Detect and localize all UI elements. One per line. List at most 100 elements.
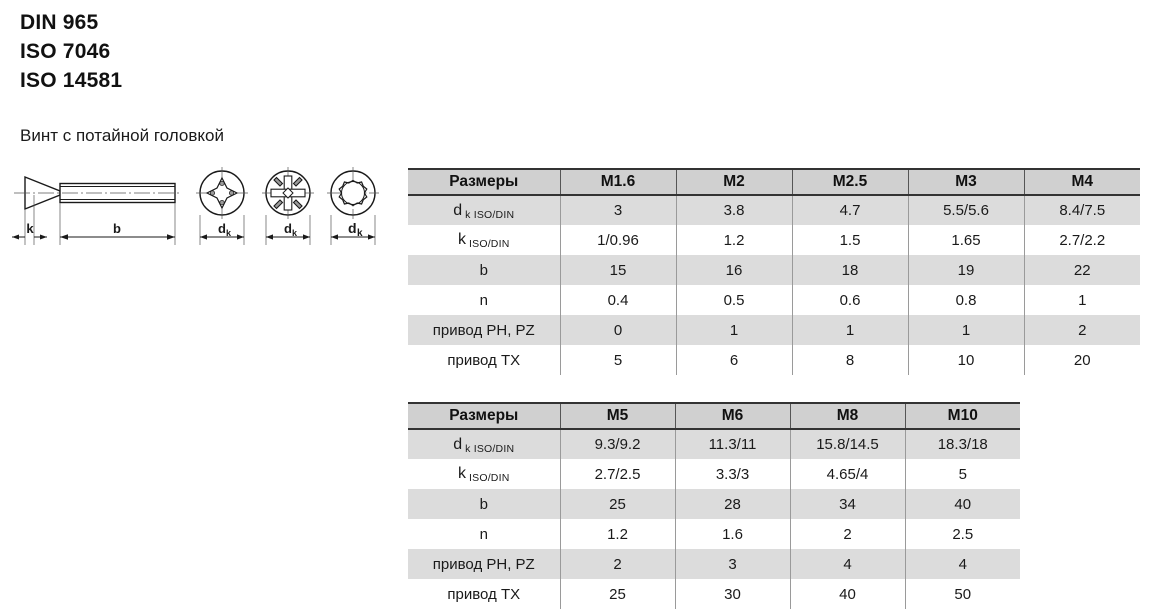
table-cell: 8: [791, 345, 908, 375]
row-label: привод TX: [408, 579, 561, 609]
column-header-dimension: Размеры: [408, 402, 561, 430]
table-cell: 10: [907, 345, 1024, 375]
svg-text:k: k: [357, 228, 363, 239]
table-row: n 1.2 1.6 2 2.5: [408, 519, 1020, 549]
table-cell: 1.5: [791, 225, 908, 255]
svg-text:d: d: [218, 221, 226, 236]
row-label: n: [408, 285, 561, 315]
standards-list: DIN 965 ISO 7046 ISO 14581: [20, 8, 380, 95]
svg-text:k: k: [292, 228, 298, 238]
column-header-size-M6: M6: [674, 402, 791, 430]
table-cell: 1.2: [675, 225, 792, 255]
dimension-k: [12, 234, 47, 240]
table-row: привод TX 25 30 40 50: [408, 579, 1020, 609]
head-view-torx: [327, 167, 379, 245]
table-cell: 1: [675, 315, 792, 345]
head-view-pozidriv: [262, 167, 314, 245]
row-label: b: [408, 489, 561, 519]
table-cell: 0.6: [791, 285, 908, 315]
table-cell: 1.65: [907, 225, 1024, 255]
table-cell: 34: [789, 489, 905, 519]
row-label: привод PH, PZ: [408, 315, 561, 345]
row-label-subscript: ISO/DIN: [469, 472, 510, 484]
row-label-base: d: [453, 201, 463, 219]
table-cell: 16: [675, 255, 792, 285]
row-label-subscript: ISO/DIN: [469, 238, 510, 250]
table-cell: 4.7: [791, 195, 908, 225]
table-cell: 40: [904, 489, 1020, 519]
row-label-base: k: [458, 231, 466, 248]
table-cell: 3.8: [675, 195, 792, 225]
table-row: привод PH, PZ 0 1 1 1 2: [408, 315, 1140, 345]
table-cell: 6: [675, 345, 792, 375]
dimension-label-dk-torx: d k: [348, 220, 363, 239]
table-cell: 0.8: [907, 285, 1024, 315]
table-cell: 20: [1023, 345, 1140, 375]
table-cell: 15.8/14.5: [789, 429, 905, 459]
column-header-size-M4: M4: [1023, 168, 1140, 196]
table-cell: 8.4/7.5: [1023, 195, 1140, 225]
table-header-row: Размеры M5 M6 M8 M10: [408, 402, 1020, 430]
table-cell: 1: [1023, 285, 1140, 315]
table-cell: 2.7/2.2: [1023, 225, 1140, 255]
table-cell: 3: [559, 195, 676, 225]
table-cell: 4: [789, 549, 905, 579]
standard-iso-7046: ISO 7046: [20, 40, 111, 63]
table-row: b 15 16 18 19 22: [408, 255, 1140, 285]
row-label: k ISO/DIN: [408, 459, 561, 489]
row-label-base: k: [458, 465, 466, 482]
row-label: n: [408, 519, 561, 549]
svg-text:d: d: [284, 221, 292, 236]
table-row: n 0.4 0.5 0.6 0.8 1: [408, 285, 1140, 315]
table-cell: 4: [904, 549, 1020, 579]
table-cell: 2: [789, 519, 905, 549]
table-cell: 30: [674, 579, 790, 609]
table-cell: 5.5/5.6: [907, 195, 1024, 225]
standard-din-965: DIN 965: [20, 11, 99, 34]
dimension-b: [60, 234, 175, 240]
table-row: привод PH, PZ 2 3 4 4: [408, 549, 1020, 579]
row-label: привод TX: [408, 345, 561, 375]
table-cell: 40: [789, 579, 905, 609]
row-label: b: [408, 255, 561, 285]
svg-text:d: d: [348, 220, 357, 236]
row-label-base: d: [453, 435, 463, 453]
svg-text:k: k: [226, 228, 232, 238]
column-header-size-M2: M2: [675, 168, 793, 196]
table-cell: 5: [904, 459, 1020, 489]
table-cell: 1: [907, 315, 1024, 345]
table-cell: 2: [559, 549, 675, 579]
table-row: k ISO/DIN 2.7/2.5 3.3/3 4.65/4 5: [408, 459, 1020, 489]
technical-drawing: k b d k d k d k: [0, 165, 400, 275]
table-row: привод TX 5 6 8 10 20: [408, 345, 1140, 375]
table-cell: 1.6: [674, 519, 790, 549]
table-cell: 18.3/18: [904, 429, 1020, 459]
product-caption: Винт с потайной головкой: [20, 126, 224, 145]
table-cell: 11.3/11: [674, 429, 790, 459]
table-cell: 0.4: [559, 285, 676, 315]
table-cell: 25: [559, 489, 675, 519]
table-cell: 22: [1023, 255, 1140, 285]
standard-iso-14581: ISO 14581: [20, 69, 123, 92]
table-cell: 2: [1023, 315, 1140, 345]
table-cell: 9.3/9.2: [559, 429, 675, 459]
table-cell: 4.65/4: [789, 459, 905, 489]
table-cell: 18: [791, 255, 908, 285]
table-cell: 19: [907, 255, 1024, 285]
drawing-svg: k b d k d k d k: [12, 167, 379, 245]
row-label: k ISO/DIN: [408, 225, 561, 255]
column-header-dimension: Размеры: [408, 168, 561, 196]
table-cell: 5: [559, 345, 676, 375]
row-label: привод PH, PZ: [408, 549, 561, 579]
column-header-size-M3: M3: [907, 168, 1025, 196]
table-cell: 2.7/2.5: [559, 459, 675, 489]
column-header-size-M8: M8: [789, 402, 906, 430]
dimension-label-dk-phillips: d k: [218, 221, 232, 238]
row-label-subscript: k ISO/DIN: [465, 208, 515, 221]
table-cell: 15: [559, 255, 676, 285]
